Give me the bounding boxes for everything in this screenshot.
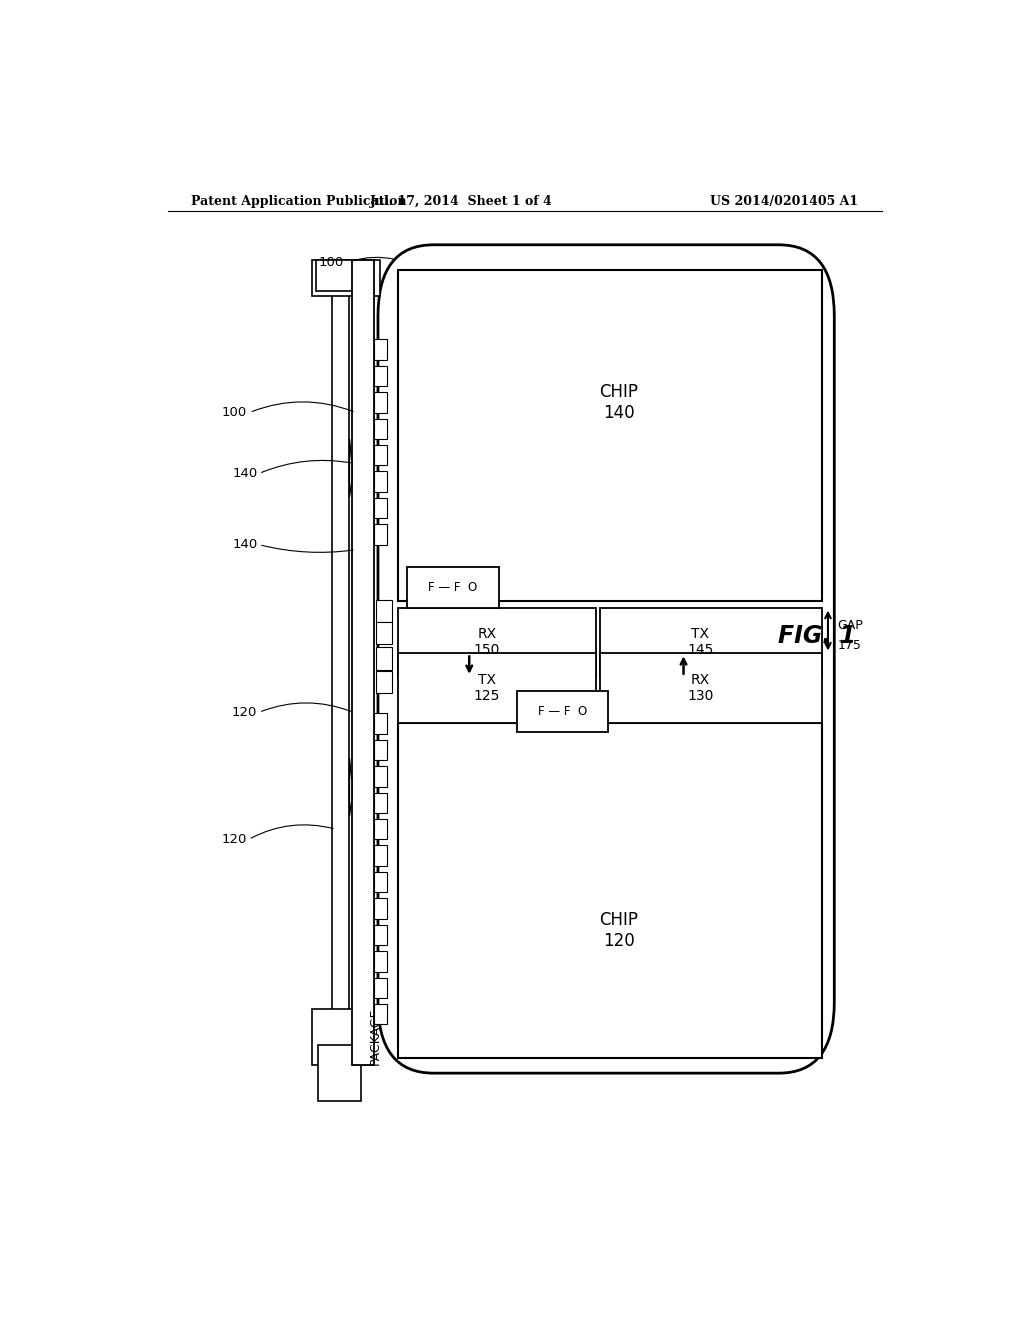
Bar	[374, 471, 387, 492]
FancyBboxPatch shape	[378, 244, 835, 1073]
Text: GAP: GAP	[838, 619, 863, 632]
Bar	[374, 766, 387, 787]
Bar	[374, 524, 387, 545]
Text: 175: 175	[838, 639, 861, 652]
Text: Jul. 17, 2014  Sheet 1 of 4: Jul. 17, 2014 Sheet 1 of 4	[370, 194, 553, 207]
Polygon shape	[349, 758, 352, 816]
Text: US 2014/0201405 A1: US 2014/0201405 A1	[710, 194, 858, 207]
Bar	[374, 366, 387, 385]
Bar	[316, 260, 368, 290]
Bar	[397, 653, 596, 722]
Bar	[374, 339, 387, 359]
Text: FIG. 1: FIG. 1	[778, 624, 856, 648]
Bar	[374, 713, 387, 734]
Bar	[397, 607, 596, 677]
Text: 100: 100	[318, 256, 344, 268]
Text: F — F  O: F — F O	[428, 581, 477, 594]
Bar	[374, 498, 387, 519]
Bar	[397, 271, 822, 601]
Bar	[517, 690, 608, 731]
Text: 140: 140	[232, 539, 257, 552]
Bar	[377, 671, 392, 693]
Bar	[374, 846, 387, 866]
Bar	[332, 280, 349, 1044]
Bar	[352, 260, 374, 1065]
Bar	[374, 952, 387, 972]
Bar	[374, 818, 387, 840]
Bar	[374, 873, 387, 892]
Bar	[374, 418, 387, 440]
Bar	[600, 607, 822, 677]
Bar	[377, 647, 392, 669]
Bar	[374, 925, 387, 945]
Bar	[397, 722, 822, 1057]
Text: 100: 100	[222, 407, 247, 418]
Bar	[374, 739, 387, 760]
Bar	[377, 622, 392, 644]
Text: F — F  O: F — F O	[538, 705, 587, 718]
Bar	[377, 599, 392, 622]
Bar	[600, 653, 822, 722]
Bar	[374, 445, 387, 466]
Bar	[312, 260, 380, 296]
Bar	[312, 1008, 368, 1065]
Text: CHIP
120: CHIP 120	[599, 911, 638, 950]
Bar	[374, 792, 387, 813]
Bar	[374, 899, 387, 919]
Text: Patent Application Publication: Patent Application Publication	[191, 194, 407, 207]
Text: 140: 140	[232, 467, 257, 480]
Text: 120: 120	[232, 706, 257, 719]
Text: TX
145: TX 145	[687, 627, 714, 657]
Text: 120: 120	[221, 833, 247, 846]
Text: RX
130: RX 130	[687, 673, 714, 704]
Bar	[374, 1005, 387, 1024]
Bar	[408, 568, 499, 607]
Text: CHIP
140: CHIP 140	[599, 383, 638, 421]
Text: RX
150: RX 150	[474, 627, 501, 657]
Bar	[374, 392, 387, 412]
Text: PACKAGE: PACKAGE	[369, 1007, 382, 1065]
Polygon shape	[349, 440, 352, 496]
Bar	[374, 978, 387, 998]
Text: TX
125: TX 125	[474, 673, 501, 704]
Bar	[317, 1044, 361, 1101]
